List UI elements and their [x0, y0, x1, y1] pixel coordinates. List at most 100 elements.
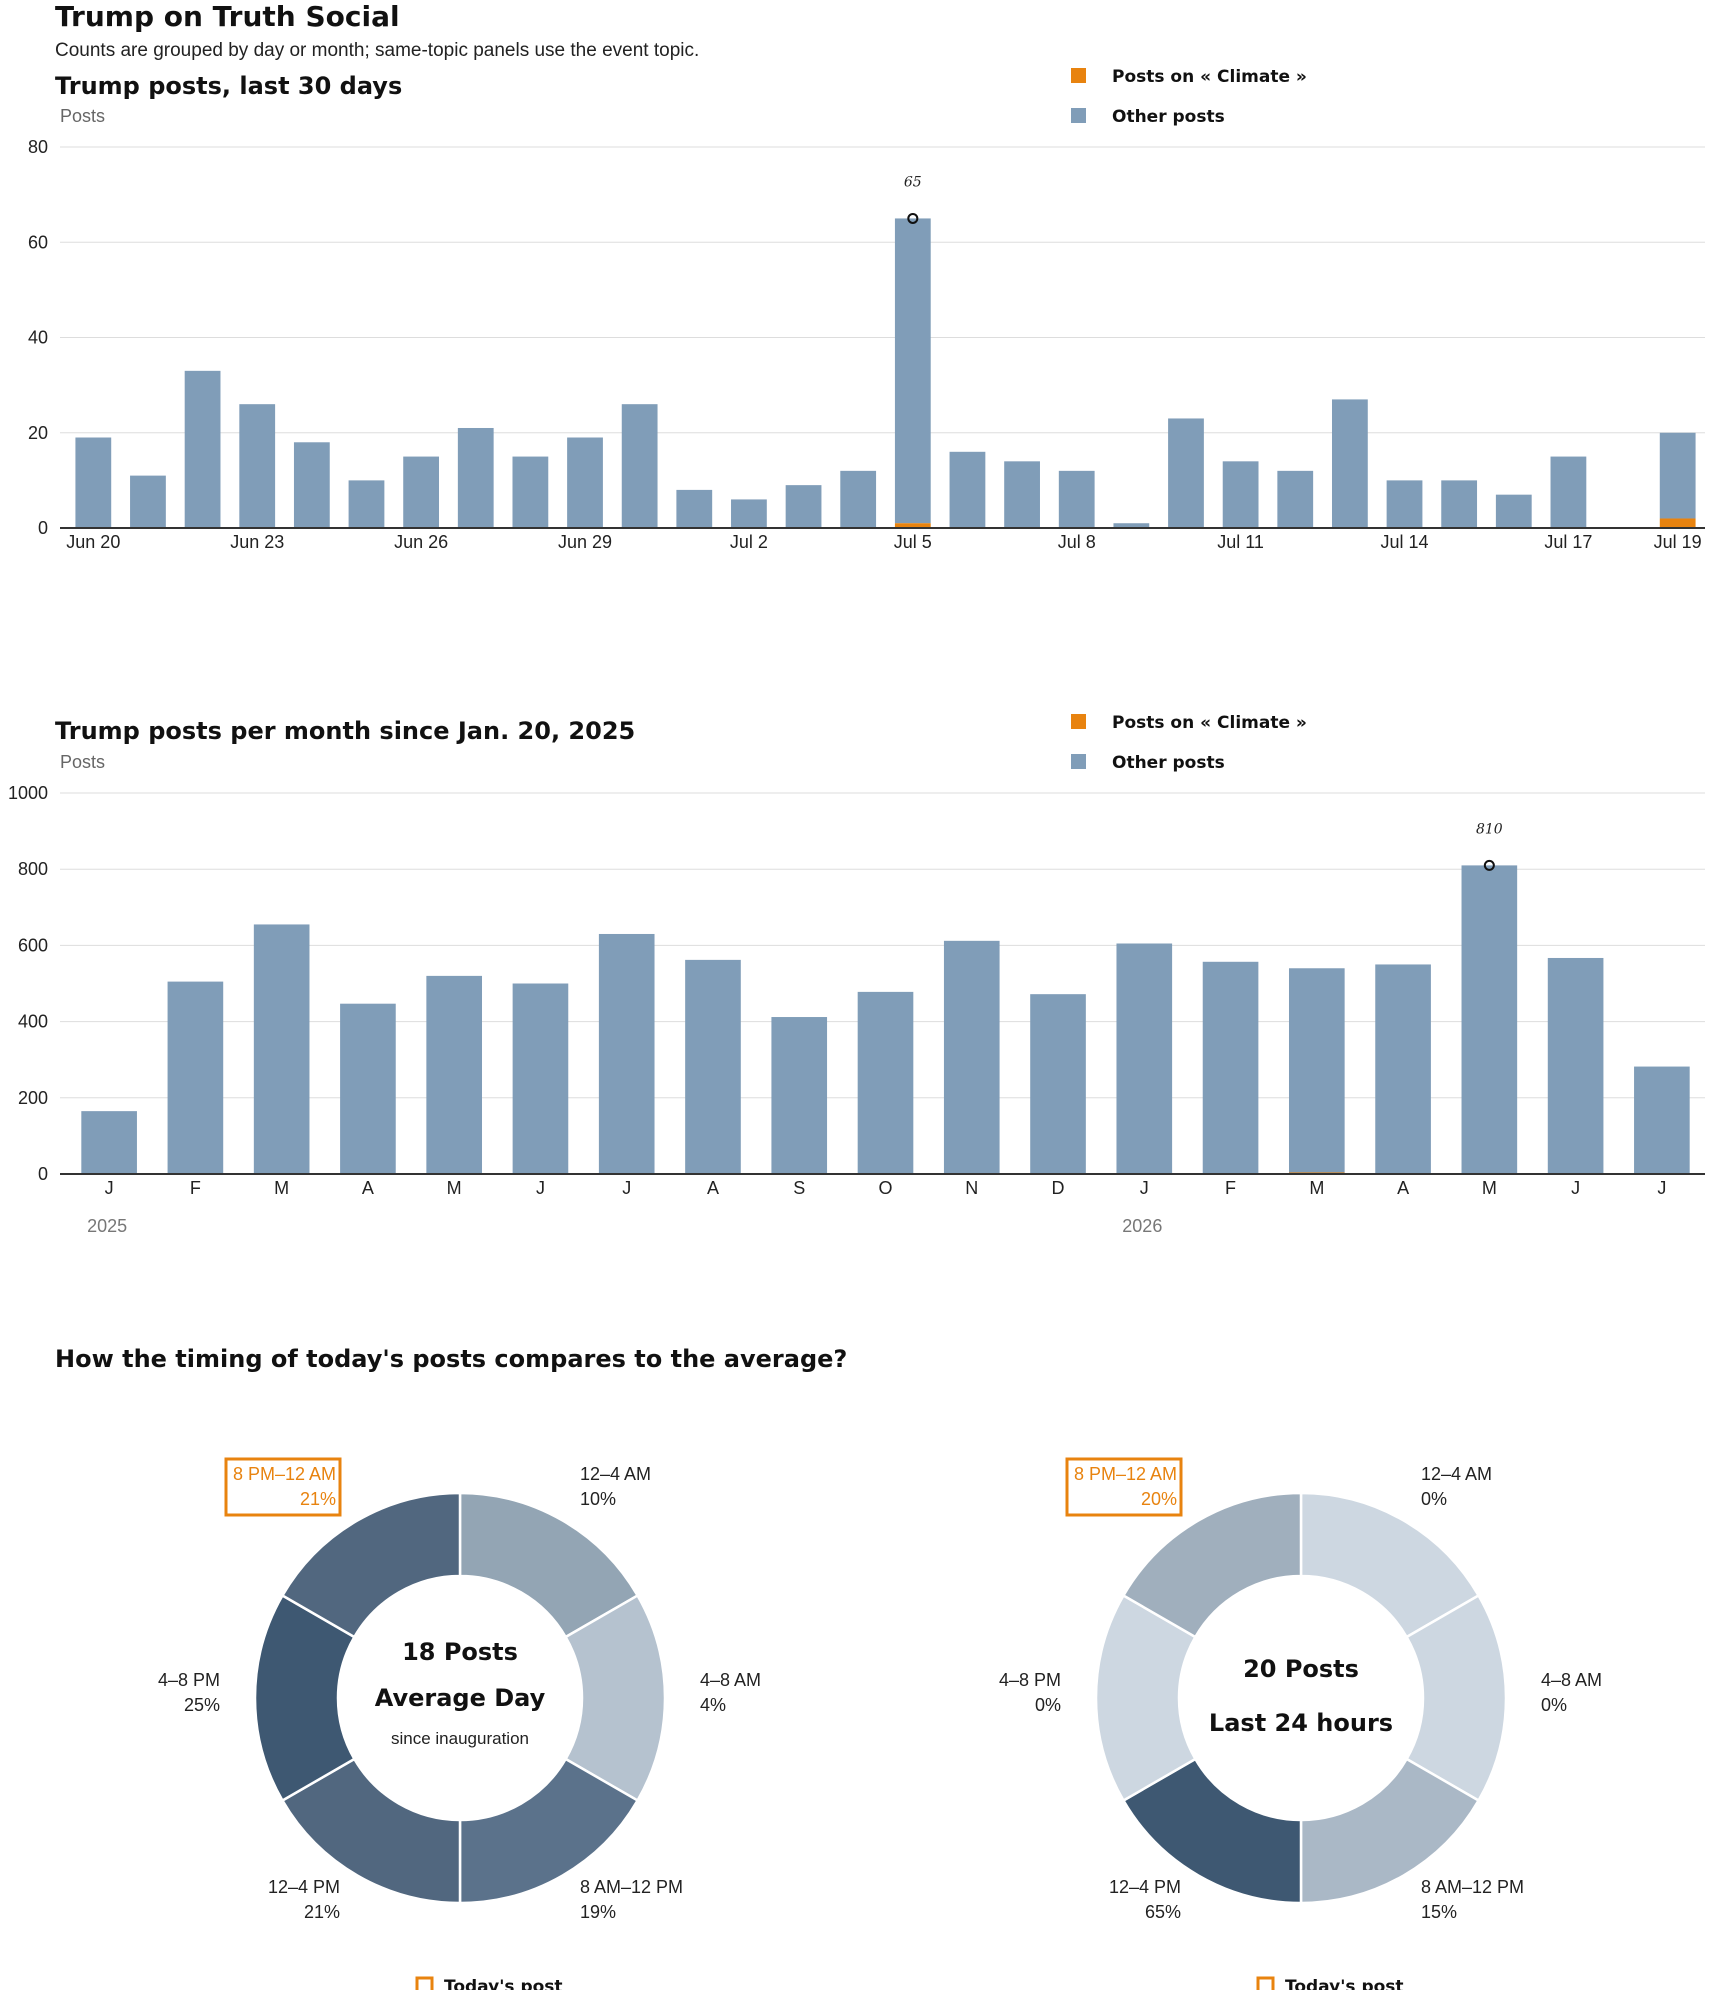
legend-swatch-other [1071, 108, 1086, 123]
x-tick-label: J [1140, 1178, 1149, 1198]
bar-other-8 [771, 1017, 828, 1174]
bar-other-15 [1375, 964, 1431, 1174]
bar-other-13 [785, 485, 822, 528]
page-subtitle: Counts are grouped by day or month; same… [55, 40, 700, 61]
legend-label-topic: Posts on « Climate » [1112, 713, 1307, 733]
average-slice-pct-1: 4% [700, 1695, 726, 1715]
x-tick-label: F [1225, 1178, 1236, 1198]
bar-other-21 [1222, 461, 1259, 528]
bar-other-2 [184, 370, 221, 528]
x-tick-label: Jun 20 [66, 532, 120, 552]
x-tick-label: J [105, 1178, 114, 1198]
legend-label-topic: Posts on « Climate » [1112, 67, 1307, 87]
year-label: 2025 [87, 1216, 127, 1236]
y-tick-label: 0 [38, 1164, 48, 1184]
bar-other-16 [949, 451, 986, 528]
page-title: Trump on Truth Social [55, 0, 400, 33]
average-center-label: Average Day [375, 1684, 546, 1712]
legend-label-other: Other posts [1112, 107, 1225, 127]
bar-other-20 [1168, 418, 1204, 528]
average-center-count: 18 Posts [402, 1638, 518, 1666]
average-slice-pct-5: 21% [300, 1489, 336, 1509]
average-slice-label-5: 8 PM–12 AM [233, 1464, 336, 1484]
average-slice-5 [280, 1491, 462, 1639]
today-center-count: 20 Posts [1243, 1655, 1359, 1683]
bar-other-7 [685, 959, 741, 1174]
bar-other-11 [676, 489, 713, 528]
bar-other-6 [403, 456, 440, 528]
bar-other-10 [943, 940, 1000, 1174]
y-tick-label: 40 [28, 328, 48, 348]
today-slice-pct-4: 0% [1035, 1695, 1061, 1715]
today-donut [1094, 1491, 1508, 1905]
x-tick-label: M [447, 1178, 462, 1198]
today-legend-label: Today's post [1285, 1977, 1404, 1990]
timing-donut-charts: 12–4 AM 10% 4–8 AM 4% 8 AM–12 PM 19% 12–4 PM 21… [158, 1457, 1602, 1990]
x-tick-label: J [1657, 1178, 1666, 1198]
bar-other-17 [1547, 957, 1604, 1174]
x-tick-label: N [965, 1178, 978, 1198]
x-tick-label: F [190, 1178, 201, 1198]
average-slice-pct-2: 19% [580, 1902, 616, 1922]
bar-other-18 [1634, 1066, 1690, 1174]
bar-other-15 [894, 218, 931, 524]
average-center-sub: since inauguration [391, 1729, 529, 1748]
average-slice-label-1: 4–8 AM [700, 1670, 761, 1690]
legend-swatch-topic [1071, 68, 1086, 83]
y-tick-label: 1000 [8, 783, 48, 803]
timing-section-title: How the timing of today's posts compares… [55, 1345, 848, 1373]
bar-other-19 [1113, 523, 1150, 528]
bar-other-8 [512, 456, 549, 528]
today-slice-label-5: 8 PM–12 AM [1074, 1464, 1177, 1484]
peak-annotation: 810 [1476, 821, 1503, 837]
bar-other-9 [567, 437, 603, 528]
today-slice-pct-5: 20% [1141, 1489, 1177, 1509]
peak-marker [1483, 859, 1495, 871]
legend-label-other: Other posts [1112, 753, 1225, 773]
x-tick-label: S [793, 1178, 805, 1198]
today-slice-5 [1121, 1491, 1303, 1639]
bar-other-0 [81, 1111, 137, 1174]
bar-other-22 [1277, 470, 1314, 528]
today-slice-pct-3: 65% [1145, 1902, 1181, 1922]
bar-other-3 [239, 404, 276, 528]
legend-swatch-other [1071, 754, 1086, 769]
y-tick-label: 20 [28, 423, 48, 443]
x-tick-label: O [878, 1178, 892, 1198]
x-tick-label: Jul 5 [894, 532, 932, 552]
x-tick-label: A [362, 1178, 374, 1198]
y-axis-label: Posts [60, 106, 105, 126]
bar-other-26 [1495, 494, 1532, 528]
average-highlight-box [224, 1457, 342, 1517]
bar-other-9 [857, 991, 914, 1174]
y-tick-label: 600 [18, 935, 48, 955]
x-tick-label: Jul 14 [1380, 532, 1428, 552]
y-tick-label: 80 [28, 137, 48, 157]
average-slice-label-0: 12–4 AM [580, 1464, 651, 1484]
legend-swatch-topic [1071, 714, 1086, 729]
bar-other-14 [840, 470, 877, 528]
bar-other-13 [1202, 961, 1259, 1174]
y-tick-label: 200 [18, 1088, 48, 1108]
daily-posts-chart: Posts 0 20 40 60 80 Jun 20 Jun 23 Jun 26 Jun 29 Ju… [28, 67, 1705, 552]
bar-other-3 [340, 1003, 396, 1174]
x-tick-label: J [622, 1178, 631, 1198]
peak-marker [907, 212, 919, 224]
bar-other-4 [293, 442, 330, 528]
bar-other-12 [731, 499, 767, 528]
x-tick-label: J [536, 1178, 545, 1198]
y-axis-label: Posts [60, 752, 105, 772]
x-tick-label: Jul 11 [1217, 532, 1264, 552]
bar-other-18 [1058, 470, 1095, 528]
bar-other-10 [621, 404, 658, 528]
y-tick-label: 400 [18, 1012, 48, 1032]
bar-other-5 [512, 983, 569, 1174]
bar-topic-29 [1659, 518, 1696, 528]
x-tick-label: A [1397, 1178, 1409, 1198]
bar-other-4 [426, 975, 483, 1174]
x-tick-label: M [274, 1178, 289, 1198]
monthly-chart-title: Trump posts per month since Jan. 20, 202… [55, 717, 636, 745]
bar-topic-15 [894, 523, 931, 528]
today-highlight-box [1065, 1457, 1183, 1517]
